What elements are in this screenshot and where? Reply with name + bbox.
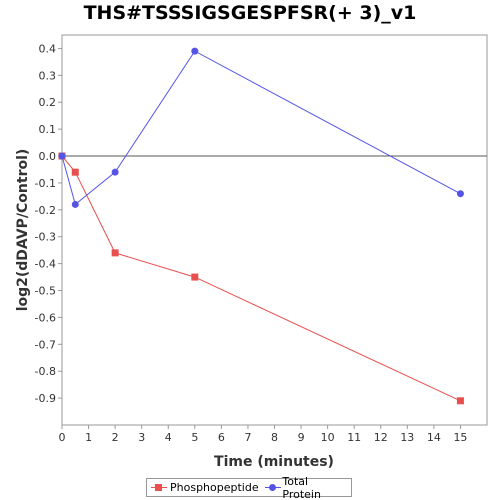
data-point-total-protein (71, 200, 79, 208)
x-tick-label: 4 (165, 431, 172, 444)
x-tick-label: 12 (374, 431, 388, 444)
y-tick-label: -0.8 (35, 365, 56, 378)
y-tick-label: -0.2 (35, 204, 56, 217)
data-point-total-protein (191, 47, 199, 55)
y-tick-label: -0.6 (35, 311, 56, 324)
y-tick-label: -0.7 (35, 338, 56, 351)
x-tick-label: 14 (427, 431, 441, 444)
chart-title: THS#TSSSIGSGESPFSR(+ 3)_v1 (83, 2, 417, 24)
y-axis-title: log2(dDAVP/Control) (15, 149, 31, 312)
data-point-total-protein (58, 152, 66, 160)
data-point-phosphopeptide (71, 168, 79, 176)
x-tick-label: 7 (244, 431, 251, 444)
y-tick-label: 0.2 (39, 96, 57, 109)
x-tick-label: 13 (400, 431, 414, 444)
plot-area (61, 34, 488, 426)
data-point-total-protein (456, 190, 464, 198)
legend-item-total-protein: Total Protein (264, 474, 345, 500)
y-tick-label: -0.3 (35, 231, 56, 244)
y-tick-label: 0.3 (39, 69, 57, 82)
legend-label-phosphopeptide: Phosphopeptide (170, 481, 259, 494)
x-tick-label: 15 (453, 431, 467, 444)
x-axis: 0 1 2 3 4 5 6 7 8 9 10 11 12 13 14 15 (59, 425, 467, 444)
y-axis: 0.4 0.3 0.2 0.1 0.0 -0.1 -0.2 -0.3 -0.4 -0.5 -0.6 -… (35, 42, 62, 405)
legend-swatch-phosphopeptide (151, 482, 167, 493)
legend-item-phosphopeptide: Phosphopeptide (151, 481, 259, 494)
legend-swatch-total-protein (264, 482, 281, 493)
x-axis-title: Time (minutes) (214, 454, 334, 470)
data-point-phosphopeptide (191, 273, 199, 281)
legend: Phosphopeptide Total Protein (146, 474, 352, 500)
x-tick-label: 0 (59, 431, 66, 444)
x-tick-label: 8 (271, 431, 278, 444)
y-tick-label: 0.0 (39, 150, 57, 163)
x-tick-label: 1 (85, 431, 92, 444)
x-tick-label: 6 (218, 431, 225, 444)
y-tick-label: -0.1 (35, 177, 56, 190)
legend-label-total-protein: Total Protein (282, 474, 321, 500)
x-tick-label: 5 (191, 431, 198, 444)
y-tick-label: 0.4 (39, 42, 57, 55)
y-tick-label: -0.5 (35, 285, 56, 298)
x-tick-label: 11 (347, 431, 361, 444)
x-tick-label: 2 (112, 431, 119, 444)
x-tick-label: 3 (138, 431, 145, 444)
y-tick-label: -0.9 (35, 392, 56, 405)
data-point-phosphopeptide (456, 397, 464, 405)
y-tick-label: -0.4 (35, 258, 56, 271)
data-point-total-protein (111, 168, 119, 176)
data-point-phosphopeptide (111, 249, 119, 257)
series-layer (58, 47, 464, 405)
x-tick-label: 9 (298, 431, 305, 444)
y-tick-label: 0.1 (39, 123, 57, 136)
x-tick-label: 10 (321, 431, 335, 444)
